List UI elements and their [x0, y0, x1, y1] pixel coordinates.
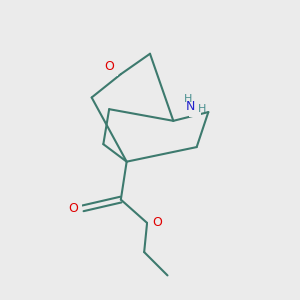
Text: H: H — [198, 104, 206, 114]
Text: O: O — [152, 216, 162, 230]
Text: N: N — [186, 100, 196, 113]
Text: O: O — [104, 60, 114, 74]
FancyBboxPatch shape — [148, 213, 167, 232]
FancyBboxPatch shape — [181, 98, 192, 114]
Text: H: H — [184, 94, 192, 104]
FancyBboxPatch shape — [100, 58, 118, 76]
FancyBboxPatch shape — [189, 101, 201, 117]
FancyBboxPatch shape — [63, 199, 82, 218]
Text: O: O — [68, 202, 78, 215]
